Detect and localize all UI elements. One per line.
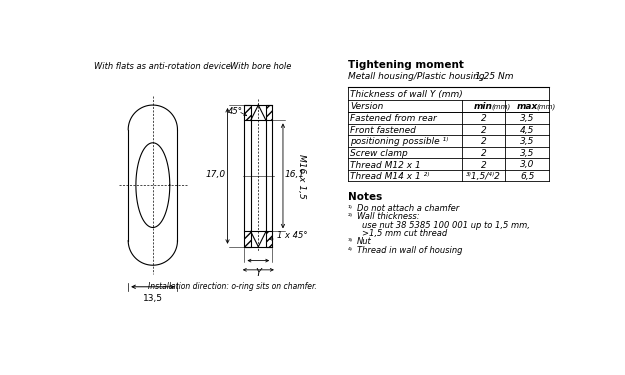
Text: ⁴⁾: ⁴⁾ — [348, 246, 352, 255]
Text: 4,5: 4,5 — [520, 126, 534, 135]
Text: 2: 2 — [481, 149, 486, 158]
Polygon shape — [266, 231, 272, 247]
Text: 3,5: 3,5 — [520, 149, 534, 158]
Text: Wall thickness:: Wall thickness: — [357, 212, 419, 221]
Text: Y: Y — [256, 268, 261, 278]
Text: use nut 38 5385 100 001 up to 1,5 mm,: use nut 38 5385 100 001 up to 1,5 mm, — [361, 220, 529, 230]
Text: Installation direction: o-ring sits on chamfer.: Installation direction: o-ring sits on c… — [148, 282, 316, 291]
Text: Nut: Nut — [357, 237, 372, 246]
Text: ³⁾1,5/⁴⁾2: ³⁾1,5/⁴⁾2 — [466, 172, 501, 181]
Text: Notes: Notes — [348, 192, 382, 202]
Text: 2: 2 — [481, 114, 486, 123]
Text: 2: 2 — [481, 137, 486, 146]
Text: 6,5: 6,5 — [520, 172, 534, 181]
Text: Screw clamp: Screw clamp — [350, 149, 408, 158]
Text: Fastened from rear: Fastened from rear — [350, 114, 437, 123]
Text: ¹⁾: ¹⁾ — [348, 204, 352, 213]
Text: Thread M12 x 1: Thread M12 x 1 — [350, 160, 421, 170]
Text: Tightening moment: Tightening moment — [348, 60, 464, 70]
Text: 1 x 45°: 1 x 45° — [277, 231, 308, 240]
Text: (mm): (mm) — [491, 104, 511, 110]
Text: Metall housing/Plastic housing: Metall housing/Plastic housing — [348, 72, 484, 81]
Text: Front fastened: Front fastened — [350, 126, 416, 135]
Text: Version: Version — [350, 102, 383, 111]
Text: Thread M14 x 1 ²⁾: Thread M14 x 1 ²⁾ — [350, 172, 429, 181]
Text: ²⁾: ²⁾ — [348, 212, 352, 221]
Text: With flats as anti-rotation device: With flats as anti-rotation device — [94, 62, 231, 71]
Polygon shape — [244, 231, 251, 247]
Text: 2: 2 — [481, 126, 486, 135]
Text: 45°: 45° — [228, 107, 242, 116]
Text: 3,5: 3,5 — [520, 137, 534, 146]
Polygon shape — [266, 105, 272, 120]
Text: 17,0: 17,0 — [205, 170, 225, 179]
Text: 13,5: 13,5 — [143, 294, 163, 303]
Text: 3,0: 3,0 — [520, 160, 534, 170]
Text: (mm): (mm) — [537, 104, 556, 110]
Text: ³⁾: ³⁾ — [348, 237, 352, 246]
Text: >1,5 mm cut thread: >1,5 mm cut thread — [361, 229, 447, 238]
Text: Thickness of wall Y (mm): Thickness of wall Y (mm) — [350, 90, 462, 99]
Text: 16,1: 16,1 — [284, 170, 304, 179]
Text: min: min — [474, 102, 493, 111]
Text: Thread in wall of housing: Thread in wall of housing — [357, 246, 462, 255]
Text: Do not attach a chamfer: Do not attach a chamfer — [357, 204, 459, 213]
Text: With bore hole: With bore hole — [230, 62, 291, 71]
Polygon shape — [244, 105, 251, 120]
Text: max: max — [517, 102, 538, 111]
Text: 1,25 Nm: 1,25 Nm — [475, 72, 513, 81]
Text: 2: 2 — [481, 160, 486, 170]
Text: 3,5: 3,5 — [520, 114, 534, 123]
Text: M16 x 1,5: M16 x 1,5 — [297, 153, 306, 198]
Text: positioning possible ¹⁾: positioning possible ¹⁾ — [350, 137, 448, 146]
